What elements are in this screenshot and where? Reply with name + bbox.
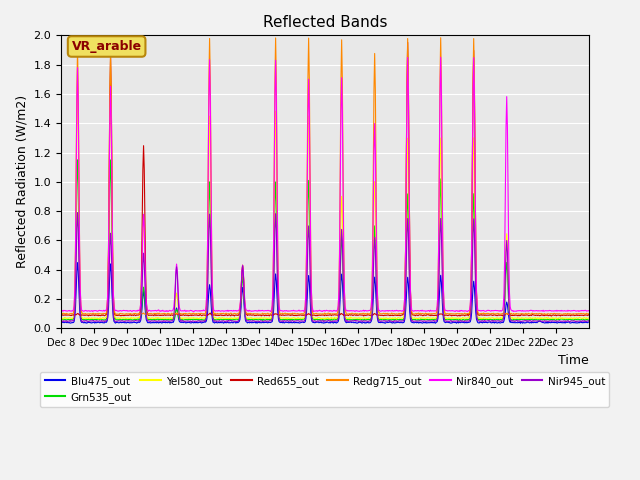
Yel580_out	[243, 315, 251, 321]
Yel580_out	[585, 315, 593, 321]
Grn535_out	[410, 317, 418, 323]
Redg715_out	[320, 312, 328, 317]
Red655_out	[216, 312, 224, 318]
Blu475_out	[120, 319, 127, 325]
Grn535_out	[217, 316, 225, 322]
Blu475_out	[57, 320, 65, 325]
Blu475_out	[380, 320, 387, 325]
Nir840_out	[217, 308, 225, 314]
Red655_out	[379, 312, 387, 318]
Legend: Blu475_out, Grn535_out, Yel580_out, Red655_out, Redg715_out, Nir840_out, Nir945_: Blu475_out, Grn535_out, Yel580_out, Red6…	[40, 372, 609, 407]
Line: Grn535_out: Grn535_out	[61, 160, 589, 321]
Redg715_out	[119, 311, 127, 317]
Redg715_out	[242, 310, 250, 316]
Blu475_out	[263, 320, 271, 325]
Grn535_out	[286, 318, 294, 324]
Nir840_out	[380, 308, 387, 314]
Line: Nir840_out: Nir840_out	[61, 57, 589, 312]
Line: Redg715_out: Redg715_out	[61, 38, 589, 314]
Nir840_out	[263, 308, 271, 314]
Redg715_out	[57, 311, 65, 316]
Grn535_out	[263, 316, 271, 322]
Grn535_out	[57, 317, 65, 323]
Redg715_out	[216, 311, 224, 317]
Yel580_out	[380, 315, 387, 321]
Blu475_out	[217, 320, 225, 325]
Blu475_out	[243, 319, 251, 325]
Blu475_out	[410, 320, 417, 325]
Nir945_out	[410, 318, 418, 324]
Red655_out	[404, 39, 412, 45]
Yel580_out	[263, 315, 271, 321]
Nir945_out	[264, 318, 271, 324]
Yel580_out	[57, 315, 65, 321]
Nir840_out	[190, 309, 198, 314]
Nir945_out	[57, 318, 65, 324]
Nir945_out	[120, 318, 128, 324]
Nir945_out	[74, 210, 81, 216]
Red655_out	[499, 313, 507, 319]
Grn535_out	[74, 157, 81, 163]
Grn535_out	[243, 316, 251, 322]
Nir945_out	[63, 319, 71, 325]
Blu475_out	[74, 260, 81, 265]
Redg715_out	[262, 311, 270, 317]
Nir945_out	[380, 318, 388, 324]
Redg715_out	[380, 311, 387, 316]
Text: VR_arable: VR_arable	[72, 40, 141, 53]
Nir945_out	[218, 318, 225, 324]
Red655_out	[585, 312, 593, 318]
X-axis label: Time: Time	[558, 354, 589, 367]
Blu475_out	[516, 321, 524, 326]
Line: Yel580_out: Yel580_out	[61, 94, 589, 319]
Nir840_out	[57, 308, 65, 314]
Line: Red655_out: Red655_out	[61, 42, 589, 316]
Redg715_out	[585, 311, 593, 317]
Line: Nir945_out: Nir945_out	[61, 213, 589, 322]
Yel580_out	[107, 91, 115, 97]
Y-axis label: Reflected Radiation (W/m2): Reflected Radiation (W/m2)	[15, 96, 28, 268]
Redg715_out	[437, 35, 445, 41]
Red655_out	[410, 312, 417, 318]
Yel580_out	[120, 315, 127, 321]
Grn535_out	[120, 316, 127, 322]
Nir945_out	[244, 318, 252, 324]
Line: Blu475_out: Blu475_out	[61, 263, 589, 324]
Yel580_out	[217, 315, 225, 321]
Yel580_out	[410, 315, 418, 321]
Nir840_out	[410, 308, 417, 314]
Grn535_out	[380, 316, 388, 322]
Yel580_out	[393, 316, 401, 322]
Grn535_out	[585, 317, 593, 323]
Blu475_out	[585, 319, 593, 325]
Title: Reflected Bands: Reflected Bands	[262, 15, 387, 30]
Nir840_out	[243, 307, 251, 313]
Red655_out	[242, 312, 250, 317]
Red655_out	[57, 312, 65, 317]
Red655_out	[119, 312, 127, 318]
Nir840_out	[119, 308, 127, 313]
Redg715_out	[410, 311, 417, 317]
Nir840_out	[585, 308, 593, 313]
Nir840_out	[437, 54, 445, 60]
Nir945_out	[585, 318, 593, 324]
Red655_out	[262, 312, 270, 318]
